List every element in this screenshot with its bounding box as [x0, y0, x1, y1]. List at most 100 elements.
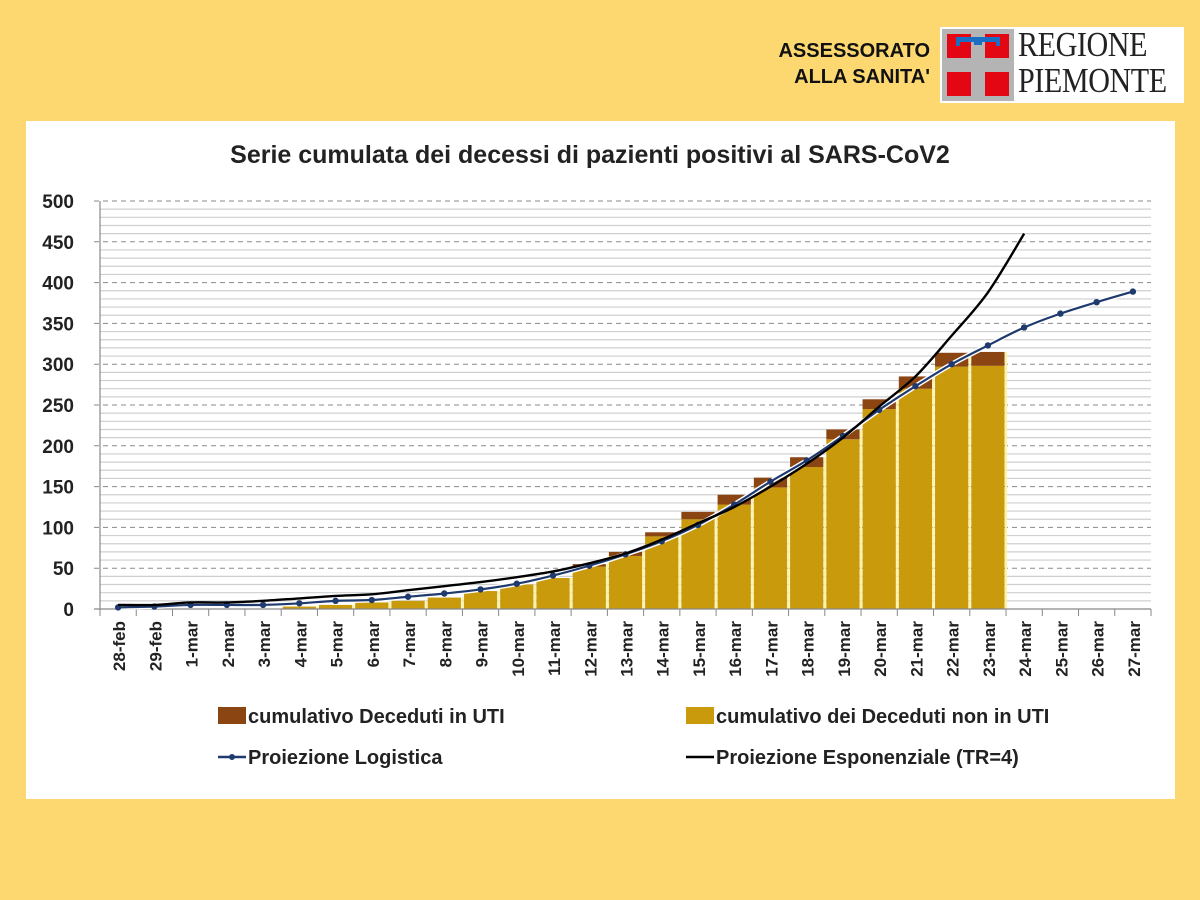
- bar-non-uti: [427, 597, 461, 609]
- x-tick-label: 29-feb: [146, 621, 165, 671]
- exponential-projection-line: [118, 233, 1026, 607]
- logistic-point: [549, 572, 557, 579]
- logistic-point: [948, 361, 955, 368]
- x-tick-label: 10-mar: [509, 621, 528, 677]
- legend-label: Proiezione Esponenziale (TR=4): [716, 747, 1019, 769]
- bar-non-uti: [717, 504, 751, 609]
- logistic-point: [1129, 288, 1137, 295]
- logistic-point: [1020, 324, 1028, 331]
- x-tick-label: 15-mar: [690, 621, 709, 677]
- bar-non-uti: [355, 602, 389, 609]
- x-tick-label: 9-mar: [473, 621, 492, 668]
- x-tick-label: 3-mar: [255, 621, 274, 668]
- bar-non-uti: [608, 555, 643, 609]
- bar-non-uti: [318, 604, 353, 609]
- x-tick-label: 4-mar: [291, 621, 310, 668]
- logistic-point: [477, 586, 484, 593]
- bar-non-uti: [790, 467, 824, 609]
- chart-panel: Serie cumulata dei decessi di pazienti p…: [26, 121, 1175, 799]
- y-axis: 0 50 100 150 200 250 300 350 400 450 500: [42, 192, 74, 621]
- bar-non-uti: [282, 606, 316, 609]
- logistic-point: [1057, 310, 1064, 317]
- assessorato-line2: ALLA SANITA': [794, 66, 930, 88]
- x-tick-label: 14-mar: [654, 621, 673, 677]
- bar-non-uti: [681, 519, 715, 609]
- x-tick-label: 25-mar: [1052, 621, 1071, 677]
- legend-label: cumulativo dei Deceduti non in UTI: [716, 706, 1049, 728]
- x-tick-label: 19-mar: [835, 621, 854, 677]
- bar-non-uti: [572, 566, 606, 609]
- chart: Serie cumulata dei decessi di pazienti p…: [42, 141, 1152, 769]
- legend: cumulativo Deceduti in UTI cumulativo dei…: [218, 706, 1049, 769]
- y-tick-label: 250: [42, 396, 74, 417]
- bar-non-uti: [536, 577, 570, 609]
- axes: [94, 201, 1151, 610]
- bar-non-uti: [935, 366, 969, 609]
- y-tick-label: 200: [42, 437, 74, 458]
- x-tick-label: 20-mar: [871, 621, 890, 677]
- x-tick-label: 23-mar: [980, 621, 999, 677]
- x-tick-label: 21-mar: [907, 621, 926, 677]
- x-tick-label: 16-mar: [726, 621, 745, 677]
- x-tick-label: 24-mar: [1016, 621, 1035, 677]
- bar-non-uti: [645, 536, 679, 609]
- piemonte-emblem-icon: [942, 29, 1014, 101]
- y-tick-label: 100: [42, 518, 74, 539]
- x-tick-label: 27-mar: [1125, 621, 1144, 677]
- x-tick-label: 17-mar: [762, 621, 781, 677]
- x-tick-label: 2-mar: [219, 621, 238, 668]
- x-axis: 28-feb 29-feb 1-mar 2-mar 3-mar 4-mar 5-mar 6-m…: [99, 609, 1152, 677]
- chart-title: Serie cumulata dei decessi di pazienti p…: [230, 141, 950, 169]
- assessorato-line1: ASSESSORATO: [778, 40, 930, 62]
- bar-uti: [717, 494, 751, 505]
- bar-uti: [681, 511, 715, 520]
- x-tick-label: 7-mar: [400, 621, 419, 668]
- bar-uti: [935, 352, 969, 367]
- logistic-point: [259, 601, 267, 609]
- logo-line2: PIEMONTE: [1018, 61, 1167, 100]
- bar-uti: [645, 532, 679, 537]
- x-tick-label: 6-mar: [364, 621, 383, 668]
- y-tick-label: 350: [42, 314, 74, 335]
- legend-swatch: [218, 707, 246, 724]
- logistic-point: [441, 590, 448, 597]
- logistic-point: [767, 478, 774, 485]
- logistic-point: [1093, 298, 1100, 306]
- y-tick-label: 0: [63, 600, 74, 621]
- legend-label: cumulativo Deceduti in UTI: [248, 706, 505, 728]
- x-tick-label: 5-mar: [328, 621, 347, 668]
- bar-non-uti: [463, 591, 498, 609]
- bar-non-uti: [898, 388, 933, 609]
- logistic-point: [332, 597, 339, 605]
- logo-wordmark: REGIONE PIEMONTE: [1018, 27, 1167, 99]
- x-tick-label: 1-mar: [183, 621, 202, 668]
- bar-non-uti: [753, 487, 788, 609]
- logistic-point: [912, 383, 919, 390]
- y-tick-label: 500: [42, 192, 74, 213]
- x-tick-label: 18-mar: [799, 621, 818, 677]
- x-tick-label: 28-feb: [110, 621, 129, 671]
- y-tick-label: 450: [42, 233, 74, 254]
- bar-non-uti: [862, 409, 896, 609]
- bar-non-uti: [971, 365, 1005, 609]
- y-tick-label: 150: [42, 478, 74, 499]
- bar-uti: [862, 399, 896, 410]
- regione-piemonte-logo: REGIONE PIEMONTE: [940, 27, 1184, 103]
- assessorato-heading: ASSESSORATO ALLA SANITA': [778, 38, 930, 90]
- logistic-point: [513, 580, 520, 587]
- x-tick-label: 22-mar: [944, 621, 963, 677]
- x-tick-label: 26-mar: [1089, 621, 1108, 677]
- x-tick-label: 13-mar: [618, 621, 637, 677]
- legend-swatch: [686, 707, 714, 724]
- lines: [114, 233, 1137, 611]
- logistic-point: [368, 596, 376, 604]
- x-tick-label: 8-mar: [436, 621, 455, 668]
- x-tick-label: 11-mar: [545, 621, 564, 676]
- legend-marker: [229, 754, 235, 760]
- y-tick-label: 300: [42, 355, 74, 376]
- bar-non-uti: [500, 584, 534, 609]
- y-tick-label: 400: [42, 274, 74, 295]
- logistic-point: [296, 600, 303, 607]
- bar-uti: [971, 351, 1005, 366]
- bar-non-uti: [826, 439, 860, 609]
